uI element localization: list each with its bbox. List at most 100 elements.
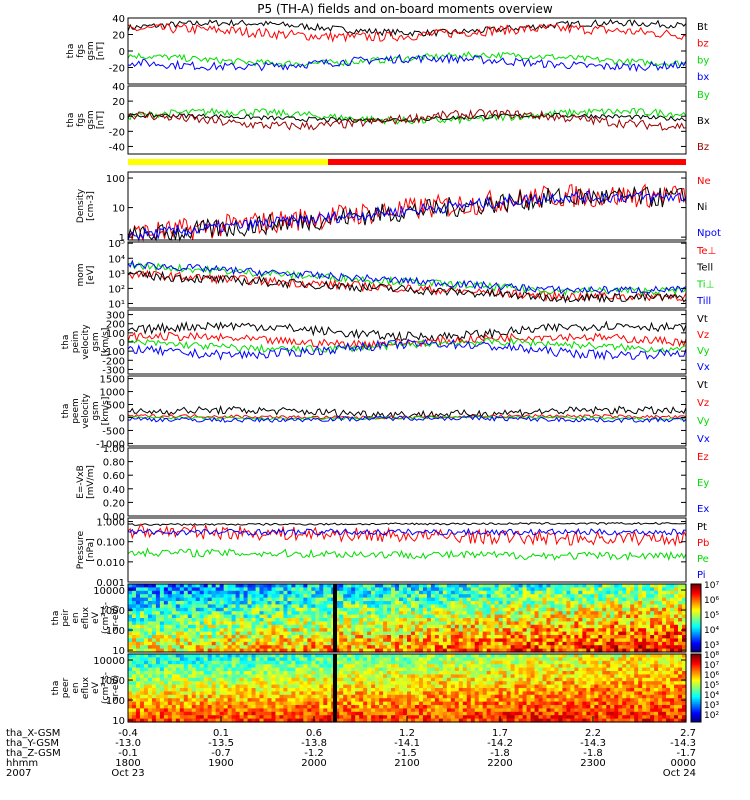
spectrogram-cell: [231, 594, 237, 599]
spectrogram-cell: [151, 688, 157, 692]
spectrogram-cell: [494, 601, 500, 605]
spectrogram-cell: [466, 674, 472, 679]
spectrogram-cell: [311, 674, 316, 679]
spectrogram-cell: [139, 681, 145, 686]
spectrogram-cell: [470, 628, 476, 633]
spectrogram-cell: [299, 715, 304, 720]
spectrogram-cell: [502, 691, 508, 696]
spectrogram-cell: [598, 624, 603, 629]
spectrogram-cell: [622, 604, 627, 609]
spectrogram-cell: [171, 671, 177, 675]
spectrogram-cell: [323, 677, 328, 682]
spectrogram-cell: [407, 677, 412, 682]
spectrogram-cell: [399, 594, 404, 599]
spectrogram-cell: [462, 614, 468, 619]
spectrogram-cell: [175, 631, 181, 636]
spectrogram-cell: [470, 664, 476, 669]
spectrogram-cell: [598, 590, 603, 595]
spectrogram-cell: [291, 667, 296, 672]
spectrogram-cell: [179, 641, 185, 646]
spectrogram-cell: [478, 654, 484, 658]
spectrogram-cell: [510, 638, 516, 643]
spectrogram-cell: [287, 635, 293, 639]
spectrogram-cell: [387, 601, 392, 605]
spectrogram-cell: [191, 711, 197, 716]
spectrogram-cell: [403, 681, 408, 686]
spectrogram-cell: [135, 635, 141, 639]
spectrogram-cell: [562, 648, 568, 653]
spectrogram-cell: [187, 657, 193, 662]
spectrogram-cell: [590, 590, 595, 595]
spectrogram-cell: [538, 590, 544, 595]
legend-entry: Npot: [697, 228, 721, 239]
spectrogram-cell: [522, 584, 528, 588]
spectrogram-cell: [462, 708, 468, 713]
spectrogram-cell: [159, 638, 165, 643]
spectrogram-cell: [426, 688, 432, 692]
spectrogram-cell: [387, 698, 392, 703]
ylabel-line: [km/s]: [101, 397, 111, 426]
spectrogram-cell: [514, 624, 520, 629]
spectrogram-cell: [383, 654, 388, 658]
spectrogram-cell: [251, 654, 257, 658]
spectrogram-cell: [502, 715, 508, 720]
spectrogram-cell: [283, 674, 289, 679]
spectrogram-cell: [454, 664, 460, 669]
spectrogram-cell: [283, 590, 289, 595]
spectrogram-cell: [275, 601, 281, 605]
legend-entry: Vt: [697, 314, 708, 325]
spectrogram-cell: [195, 691, 201, 696]
spectrogram-cell: [590, 624, 595, 629]
spectrogram-cell: [646, 618, 651, 622]
spectrogram-cell: [574, 635, 579, 639]
spectrogram-cell: [323, 657, 328, 662]
spectrogram-cell: [267, 691, 273, 696]
spectrogram-cell: [414, 641, 420, 646]
spectrogram-cell: [347, 684, 352, 689]
spectrogram-cell: [630, 587, 635, 592]
spectrogram-cell: [151, 664, 157, 669]
spectrogram-cell: [674, 590, 679, 595]
spectrogram-cell: [650, 631, 655, 636]
spectrogram-cell: [383, 715, 388, 720]
spectrogram-cell: [139, 718, 145, 723]
spectrogram-cell: [578, 641, 583, 646]
spectrogram-cell: [147, 698, 153, 703]
spectrogram-cell: [283, 635, 289, 639]
spectrogram-cell: [522, 590, 528, 595]
spectrogram-cell: [255, 618, 261, 622]
spectrogram-cell: [247, 604, 253, 609]
spectrogram-cell: [422, 718, 428, 723]
spectrogram-cell: [319, 657, 324, 662]
spectrogram-cell: [486, 597, 492, 602]
spectrogram-cell: [570, 594, 575, 599]
spectrogram-cell: [526, 614, 532, 619]
spectrogram-cell: [211, 601, 217, 605]
spectrogram-cell: [259, 607, 265, 612]
spectrogram-cell: [247, 635, 253, 639]
spectrogram-cell: [287, 648, 293, 653]
spectrogram-cell: [430, 718, 436, 723]
spectrogram-cell: [263, 604, 269, 609]
spectrogram-cell: [195, 715, 201, 720]
spectrogram-cell: [494, 594, 500, 599]
spectrogram-cell: [590, 601, 595, 605]
spectrogram-cell: [422, 694, 428, 699]
spectrogram-cell: [502, 624, 508, 629]
spectrogram-cell: [367, 664, 372, 669]
spectrogram-cell: [323, 664, 328, 669]
spectrogram-cell: [367, 684, 372, 689]
spectrogram-cell: [187, 628, 193, 633]
spectrogram-cell: [219, 694, 225, 699]
spectrogram-cell: [542, 628, 548, 633]
spectrogram-cell: [510, 694, 516, 699]
spectrogram-cell: [422, 711, 428, 716]
spectrogram-cell: [510, 604, 516, 609]
spectrogram-cell: [159, 641, 165, 646]
spectrogram-cell: [626, 621, 631, 626]
spectrogram-cell: [207, 671, 213, 675]
spectrogram-cell: [203, 641, 209, 646]
spectrogram-cell: [638, 624, 643, 629]
spectrogram-cell: [650, 648, 655, 653]
spectrogram-cell: [199, 614, 205, 619]
